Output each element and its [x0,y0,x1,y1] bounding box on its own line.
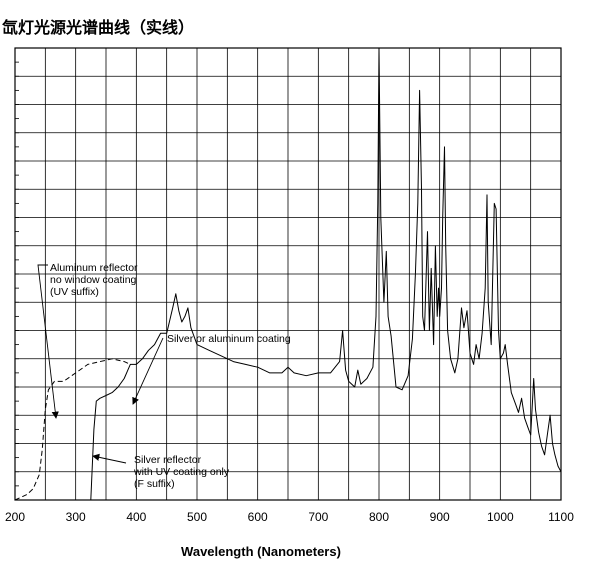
plot-frame [14,47,562,501]
x-tick-label: 700 [308,510,328,524]
x-tick-label: 800 [369,510,389,524]
annotation-arrow [92,453,127,464]
grid [15,48,561,500]
x-tick-label: 300 [66,510,86,524]
series-solid-line [90,47,562,501]
series-layer [14,47,562,501]
x-tick-label: 900 [430,510,450,524]
series-dashed-line [14,358,131,501]
annotation-arrow [132,337,164,405]
annotation-text: Aluminum reflector [50,262,138,274]
annotation-text: no window coating [50,274,137,286]
x-tick-label: 600 [248,510,268,524]
annotation-text: Silver reflector [134,454,202,466]
x-tick-label: 200 [5,510,25,524]
annotation-text: (F suffix) [134,478,175,490]
x-tick-label: 1100 [548,510,574,524]
annotation-text: (UV suffix) [50,286,99,298]
x-tick-label: 400 [126,510,146,524]
annotation-text: with UV coating only [133,466,230,478]
x-tick-label: 1000 [487,510,514,524]
x-tick-label: 500 [187,510,207,524]
x-axis-label: Wavelength (Nanometers) [181,544,341,559]
chart-title: 氙灯光源光谱曲线（实线） [2,18,195,37]
minor-ticks [15,47,19,501]
annotation-text: Silver or aluminum coating [167,333,291,345]
annotation-arrow [37,264,59,419]
x-tick-labels: 200 300 400 500 600 700 800 900 1000 1100 [5,510,574,524]
